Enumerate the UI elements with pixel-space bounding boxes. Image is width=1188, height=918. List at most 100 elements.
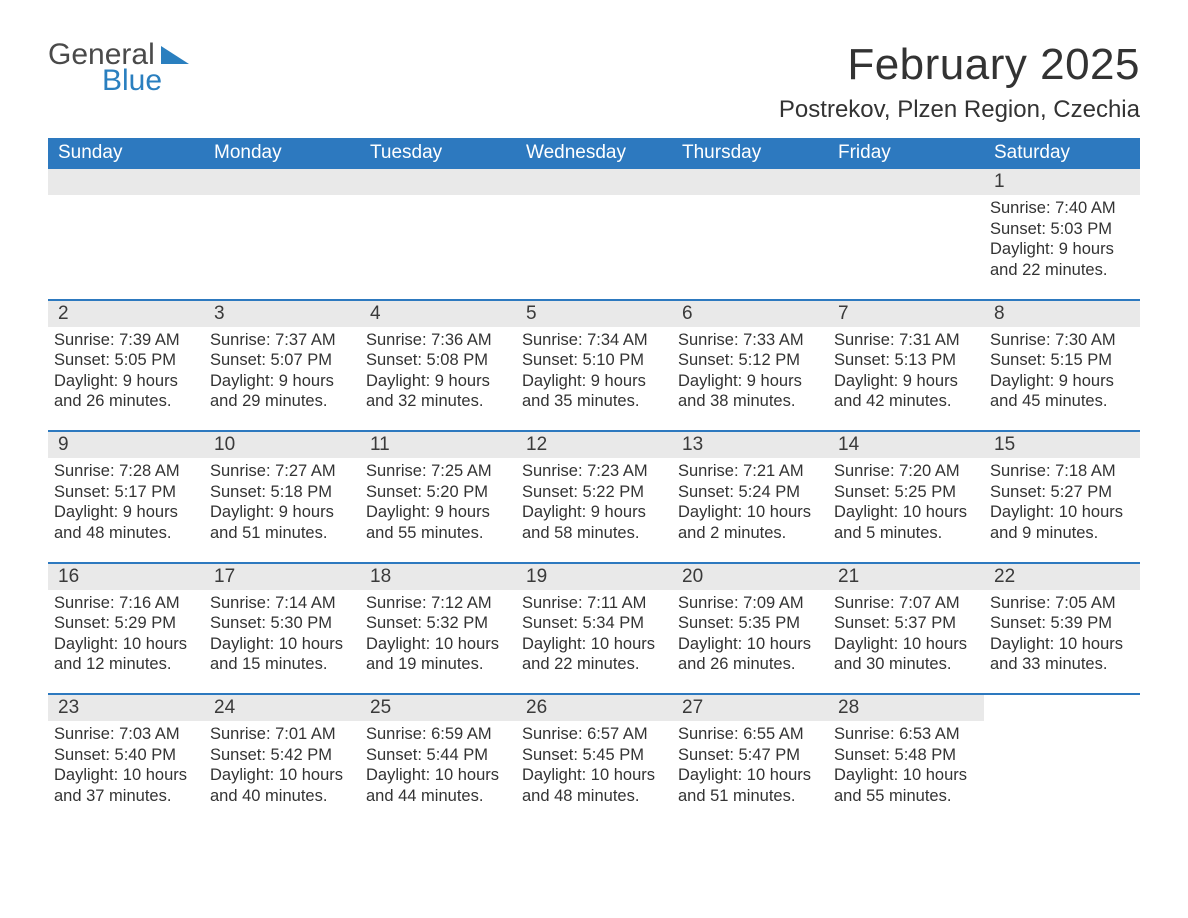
location-subtitle: Postrekov, Plzen Region, Czechia: [779, 96, 1140, 124]
sunset-line: Sunset: 5:27 PM: [990, 482, 1134, 503]
daylight-line-2: and 38 minutes.: [678, 391, 822, 412]
sunset-line: Sunset: 5:10 PM: [522, 350, 666, 371]
calendar-day-cell: 10Sunrise: 7:27 AMSunset: 5:18 PMDayligh…: [204, 432, 360, 548]
sunrise-line: Sunrise: 6:59 AM: [366, 724, 510, 745]
sunset-line: Sunset: 5:20 PM: [366, 482, 510, 503]
sunset-line: Sunset: 5:13 PM: [834, 350, 978, 371]
daylight-line-2: and 26 minutes.: [54, 391, 198, 412]
sunset-line: Sunset: 5:47 PM: [678, 745, 822, 766]
sunrise-line: Sunrise: 7:14 AM: [210, 593, 354, 614]
sunset-line: Sunset: 5:44 PM: [366, 745, 510, 766]
calendar-day-cell: 27Sunrise: 6:55 AMSunset: 5:47 PMDayligh…: [672, 695, 828, 811]
day-detail-text: Sunrise: 6:57 AMSunset: 5:45 PMDaylight:…: [522, 724, 666, 807]
day-number: [672, 169, 828, 195]
sunrise-line: Sunrise: 7:30 AM: [990, 330, 1134, 351]
logo: General Blue: [48, 40, 189, 96]
day-detail-text: Sunrise: 7:16 AMSunset: 5:29 PMDaylight:…: [54, 593, 198, 676]
sunset-line: Sunset: 5:40 PM: [54, 745, 198, 766]
calendar-day-cell: [828, 169, 984, 285]
day-detail-text: Sunrise: 7:21 AMSunset: 5:24 PMDaylight:…: [678, 461, 822, 544]
day-detail-text: Sunrise: 7:05 AMSunset: 5:39 PMDaylight:…: [990, 593, 1134, 676]
calendar-day-cell: 28Sunrise: 6:53 AMSunset: 5:48 PMDayligh…: [828, 695, 984, 811]
daylight-line-2: and 2 minutes.: [678, 523, 822, 544]
day-detail-text: Sunrise: 7:14 AMSunset: 5:30 PMDaylight:…: [210, 593, 354, 676]
calendar-day-cell: [360, 169, 516, 285]
sunrise-line: Sunrise: 6:53 AM: [834, 724, 978, 745]
sunset-line: Sunset: 5:15 PM: [990, 350, 1134, 371]
day-number: 19: [516, 564, 672, 590]
calendar-day-cell: 11Sunrise: 7:25 AMSunset: 5:20 PMDayligh…: [360, 432, 516, 548]
sunrise-line: Sunrise: 7:40 AM: [990, 198, 1134, 219]
sunrise-line: Sunrise: 7:03 AM: [54, 724, 198, 745]
sunrise-line: Sunrise: 7:34 AM: [522, 330, 666, 351]
daylight-line-1: Daylight: 10 hours: [678, 765, 822, 786]
day-detail-text: Sunrise: 7:20 AMSunset: 5:25 PMDaylight:…: [834, 461, 978, 544]
daylight-line-2: and 26 minutes.: [678, 654, 822, 675]
sunset-line: Sunset: 5:30 PM: [210, 613, 354, 634]
calendar-day-cell: 5 Sunrise: 7:34 AMSunset: 5:10 PMDaylight…: [516, 301, 672, 417]
calendar-day-cell: [672, 169, 828, 285]
daylight-line-2: and 58 minutes.: [522, 523, 666, 544]
day-number: 5: [516, 301, 672, 327]
daylight-line-1: Daylight: 10 hours: [834, 634, 978, 655]
sunrise-line: Sunrise: 7:18 AM: [990, 461, 1134, 482]
calendar: Sunday Monday Tuesday Wednesday Thursday…: [48, 138, 1140, 811]
daylight-line-2: and 22 minutes.: [990, 260, 1134, 281]
day-detail-text: Sunrise: 7:07 AMSunset: 5:37 PMDaylight:…: [834, 593, 978, 676]
daylight-line-1: Daylight: 9 hours: [990, 371, 1134, 392]
sunrise-line: Sunrise: 7:12 AM: [366, 593, 510, 614]
calendar-day-cell: 16 Sunrise: 7:16 AMSunset: 5:29 PMDayligh…: [48, 564, 204, 680]
day-number: [360, 169, 516, 195]
day-number: 17: [204, 564, 360, 590]
daylight-line-1: Daylight: 9 hours: [522, 371, 666, 392]
day-number: 4: [360, 301, 516, 327]
calendar-day-cell: 2Sunrise: 7:39 AMSunset: 5:05 PMDaylight…: [48, 301, 204, 417]
daylight-line-2: and 37 minutes.: [54, 786, 198, 807]
calendar-day-cell: 26Sunrise: 6:57 AMSunset: 5:45 PMDayligh…: [516, 695, 672, 811]
calendar-day-cell: 24Sunrise: 7:01 AMSunset: 5:42 PMDayligh…: [204, 695, 360, 811]
calendar-day-cell: 14Sunrise: 7:20 AMSunset: 5:25 PMDayligh…: [828, 432, 984, 548]
calendar-day-cell: 17 Sunrise: 7:14 AMSunset: 5:30 PMDayligh…: [204, 564, 360, 680]
day-number: 16: [48, 564, 204, 590]
sunrise-line: Sunrise: 7:09 AM: [678, 593, 822, 614]
day-number: 12: [516, 432, 672, 458]
daylight-line-2: and 32 minutes.: [366, 391, 510, 412]
calendar-day-cell: 21Sunrise: 7:07 AMSunset: 5:37 PMDayligh…: [828, 564, 984, 680]
sunset-line: Sunset: 5:35 PM: [678, 613, 822, 634]
sunset-line: Sunset: 5:17 PM: [54, 482, 198, 503]
daylight-line-2: and 22 minutes.: [522, 654, 666, 675]
day-number: 2: [48, 301, 204, 327]
sunset-line: Sunset: 5:22 PM: [522, 482, 666, 503]
day-detail-text: Sunrise: 7:33 AMSunset: 5:12 PMDaylight:…: [678, 330, 822, 413]
day-number: 22: [984, 564, 1140, 590]
daylight-line-1: Daylight: 10 hours: [522, 634, 666, 655]
sunrise-line: Sunrise: 7:31 AM: [834, 330, 978, 351]
daylight-line-2: and 55 minutes.: [366, 523, 510, 544]
sunset-line: Sunset: 5:48 PM: [834, 745, 978, 766]
weekday-header: Friday: [828, 138, 984, 169]
sunrise-line: Sunrise: 7:05 AM: [990, 593, 1134, 614]
daylight-line-2: and 35 minutes.: [522, 391, 666, 412]
sunset-line: Sunset: 5:08 PM: [366, 350, 510, 371]
calendar-week-row: 23Sunrise: 7:03 AMSunset: 5:40 PMDayligh…: [48, 693, 1140, 811]
day-number: 7: [828, 301, 984, 327]
daylight-line-1: Daylight: 9 hours: [678, 371, 822, 392]
calendar-day-cell: 12Sunrise: 7:23 AMSunset: 5:22 PMDayligh…: [516, 432, 672, 548]
sunset-line: Sunset: 5:39 PM: [990, 613, 1134, 634]
day-detail-text: Sunrise: 7:28 AMSunset: 5:17 PMDaylight:…: [54, 461, 198, 544]
sunrise-line: Sunrise: 7:07 AM: [834, 593, 978, 614]
day-number: 11: [360, 432, 516, 458]
day-number: 9: [48, 432, 204, 458]
daylight-line-1: Daylight: 9 hours: [366, 371, 510, 392]
sunset-line: Sunset: 5:03 PM: [990, 219, 1134, 240]
daylight-line-2: and 44 minutes.: [366, 786, 510, 807]
sunrise-line: Sunrise: 7:33 AM: [678, 330, 822, 351]
day-detail-text: Sunrise: 6:59 AMSunset: 5:44 PMDaylight:…: [366, 724, 510, 807]
sunset-line: Sunset: 5:05 PM: [54, 350, 198, 371]
daylight-line-2: and 48 minutes.: [54, 523, 198, 544]
calendar-day-cell: [984, 695, 1140, 811]
day-number: 18: [360, 564, 516, 590]
sunrise-line: Sunrise: 7:39 AM: [54, 330, 198, 351]
day-number: [828, 169, 984, 195]
weekday-header: Sunday: [48, 138, 204, 169]
